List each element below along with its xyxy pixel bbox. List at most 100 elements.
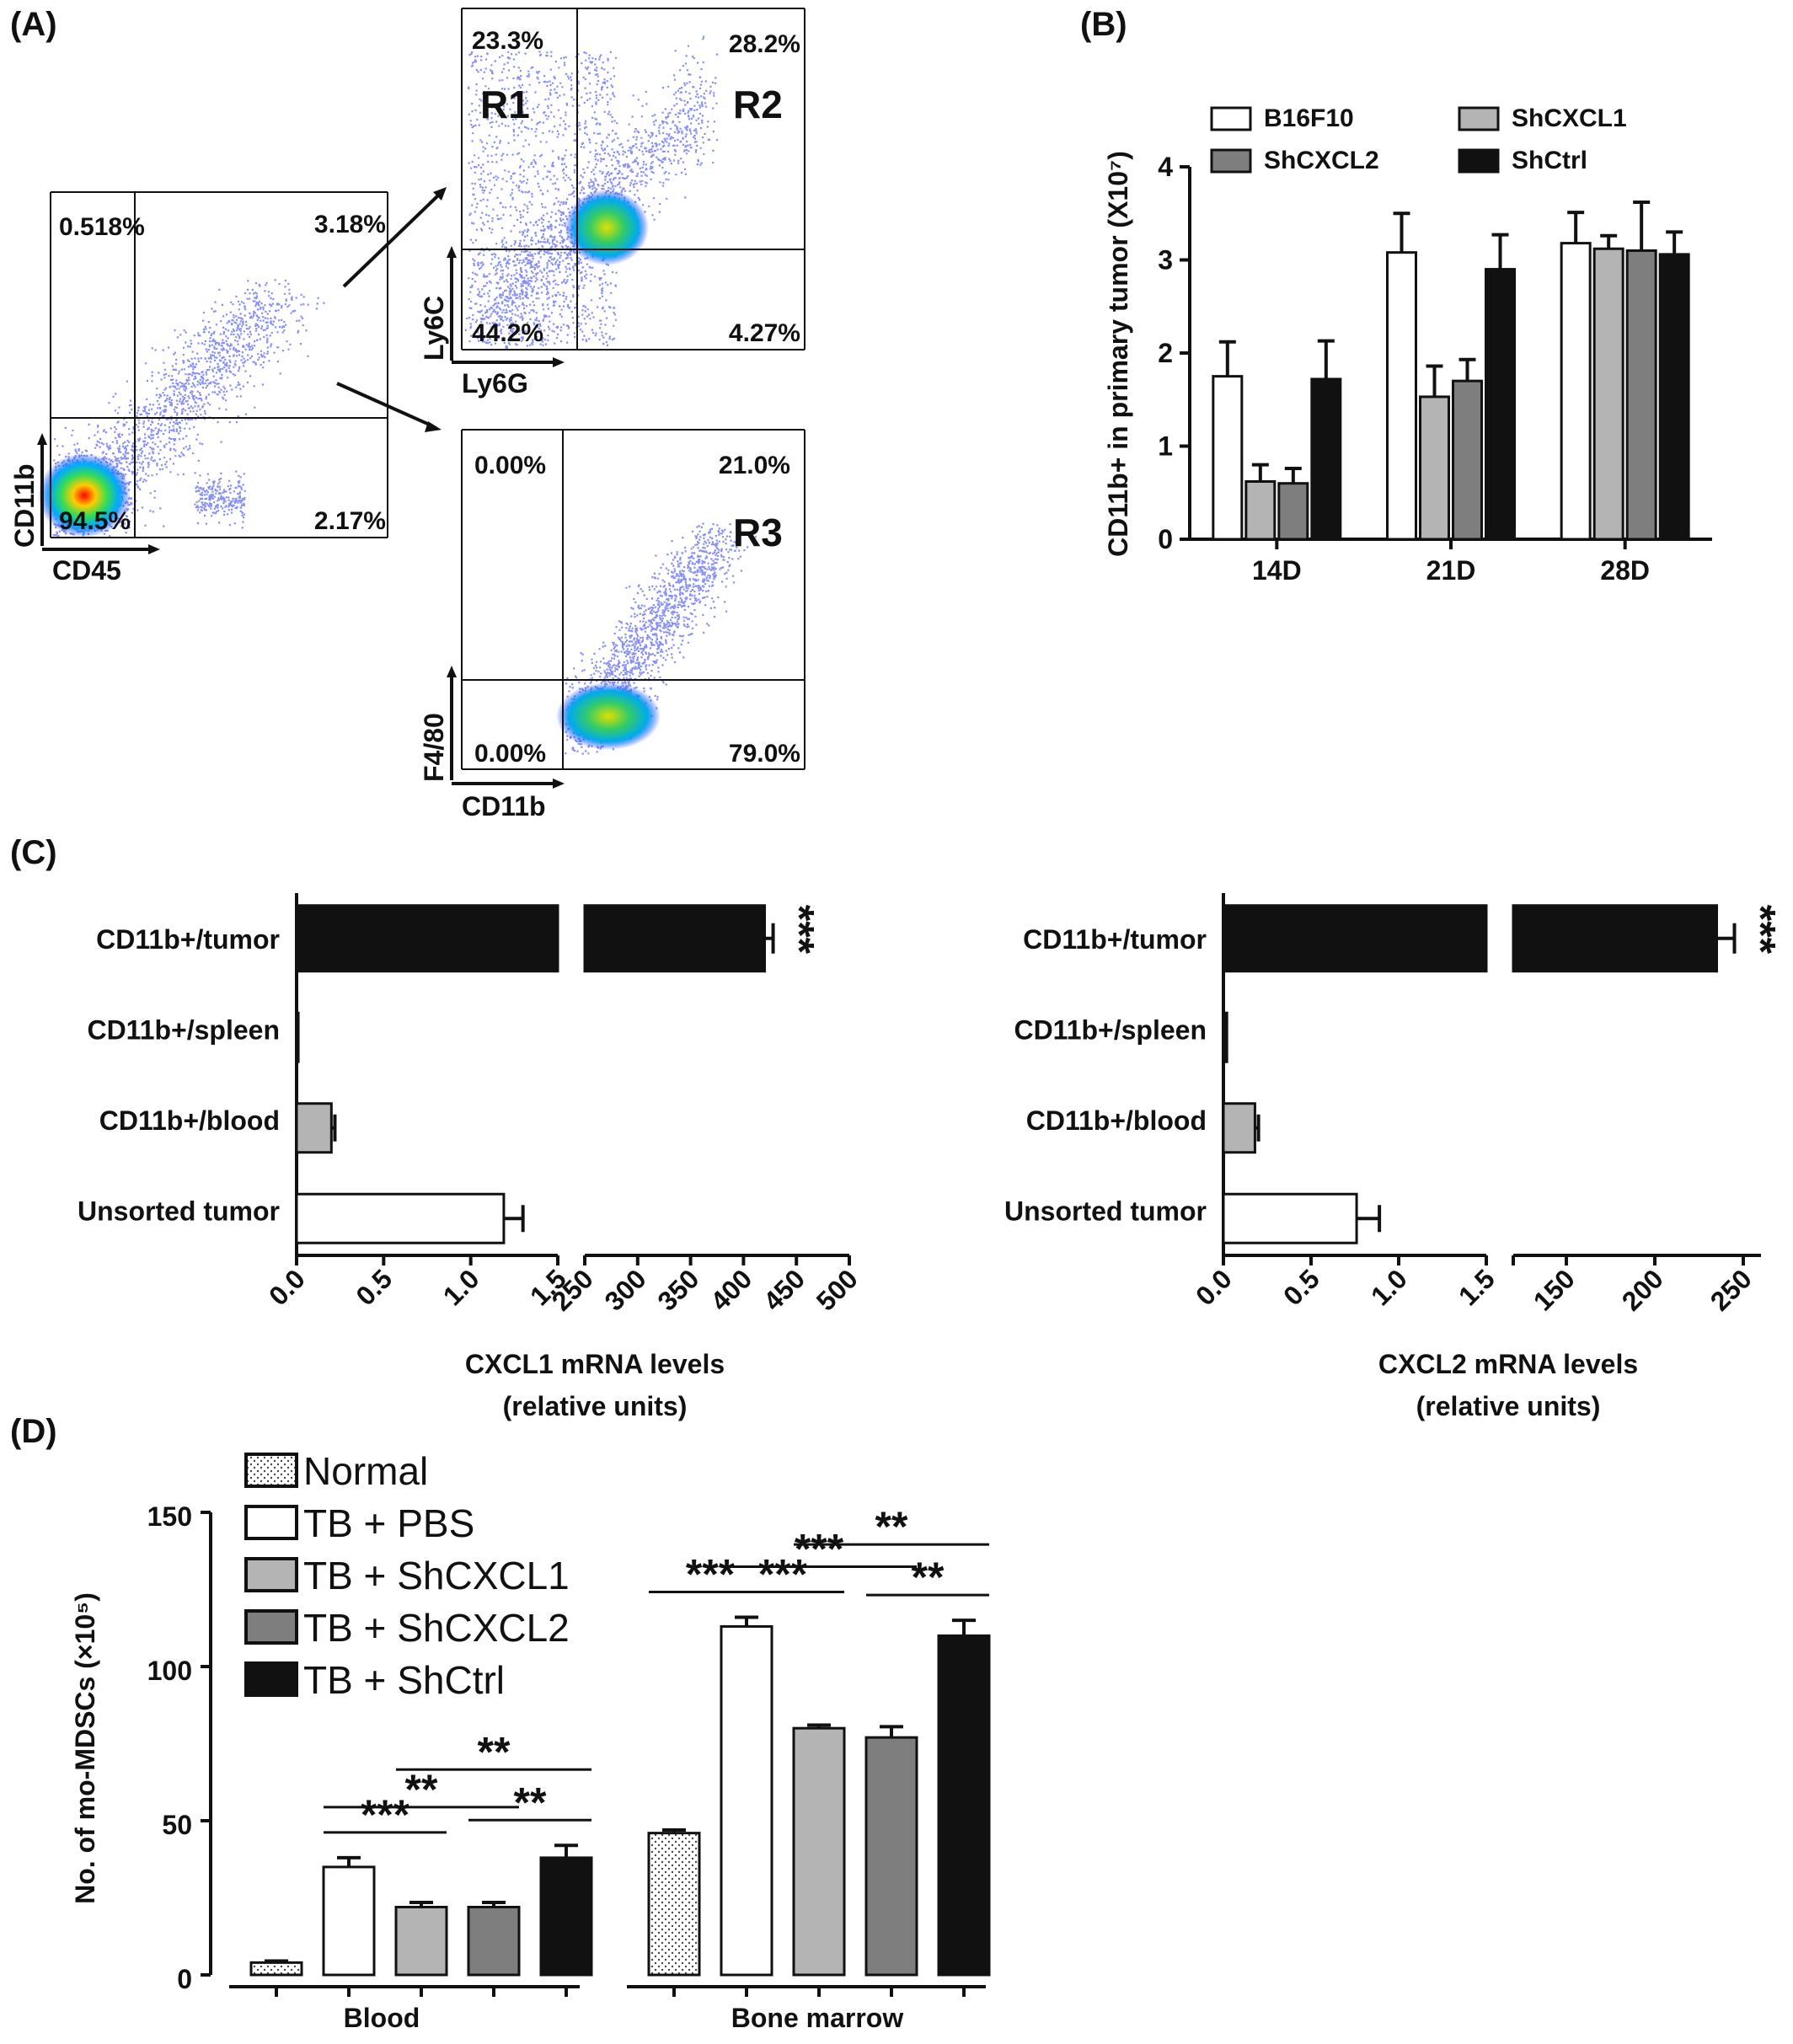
flow-events-f480 <box>565 522 757 755</box>
x-axis-label-cd11b: CD11b <box>462 791 546 821</box>
legend-swatch <box>1210 148 1252 174</box>
category-label: CD11b+/blood <box>99 1105 280 1136</box>
bar-tb-+-pbs <box>720 1624 773 1977</box>
bar-shctrl <box>1658 253 1690 541</box>
x-tick-label: 1.0 <box>1365 1263 1413 1311</box>
x-tick-label: 0.5 <box>1277 1263 1325 1311</box>
legend-label: TB + ShCtrl <box>303 1658 505 1702</box>
quadrant-lr-pct: 4.27% <box>729 319 800 347</box>
quadrant-ul-pct: 23.3% <box>472 27 543 55</box>
chart-d: 0 50 100 150 No. of mo-MDSCs (×10⁵) Blood Bone… <box>70 1449 991 2033</box>
bar-shcxcl2 <box>1277 482 1309 541</box>
legend-swatch <box>1210 106 1252 131</box>
quadrant-ur-pct: 21.0% <box>719 452 790 479</box>
bar-segment-1 <box>295 904 559 973</box>
x-axis-label-cd45: CD45 <box>52 555 121 586</box>
x-axis-label: CXCL1 mRNA levels <box>465 1349 725 1379</box>
x-tick-label: 350 <box>651 1263 704 1316</box>
flow-plot-f480-cd11b: 0.00% 21.0% 0.00% 79.0% R3 F4/80 CD11b <box>419 429 806 821</box>
x-category-label: Bone marrow <box>731 2003 904 2033</box>
bar-tb-+-shctrl <box>539 1856 593 1977</box>
bar <box>1222 1192 1358 1244</box>
quadrant-ll-pct: 44.2% <box>472 319 543 347</box>
y-tick-label: 4 <box>1158 152 1173 182</box>
x-axis-label: CXCL2 mRNA levels <box>1378 1349 1638 1379</box>
legend-label: TB + ShCXCL1 <box>303 1554 570 1597</box>
bar-tb-+-shcxcl2 <box>467 1905 521 1977</box>
panel-a: (A) 0.518% 3.18% 94.5% 2.17% CD11b CD45 <box>9 6 806 821</box>
y-axis-label-f480: F4/80 <box>419 713 449 782</box>
quadrant-lr-pct: 79.0% <box>729 740 800 768</box>
bar-shcxcl2 <box>1625 249 1657 541</box>
legend-swatch <box>1458 106 1500 131</box>
significance-label: ** <box>912 1554 945 1601</box>
y-axis-label-ly6c: Ly6C <box>419 296 449 361</box>
x-tick-label: 28D <box>1600 555 1650 586</box>
flow-plot-cd11b-cd45: 0.518% 3.18% 94.5% 2.17% CD11b CD45 <box>9 191 388 586</box>
panel-b: (B) 0 1 2 3 4 CD11b+ in primary tumor (X10⁷) 1… <box>1080 6 1712 586</box>
x-tick-label: 200 <box>1616 1263 1669 1316</box>
x-tick-label: 0.5 <box>350 1263 398 1311</box>
panel-d-label: (D) <box>10 1413 57 1450</box>
x-tick-label: 500 <box>811 1263 864 1316</box>
y-tick-label: 1 <box>1158 431 1173 462</box>
x-tick-label: 21D <box>1426 555 1476 586</box>
panel-d: (D) 0 50 100 150 No. of mo-MDSCs (×10⁵) Blood… <box>10 1413 991 2033</box>
x-tick-label: 1.5 <box>1453 1263 1501 1311</box>
quadrant-ur-pct: 3.18% <box>314 211 386 238</box>
legend-swatch <box>244 1505 298 1540</box>
significance-label: ** <box>514 1779 547 1826</box>
bar-tb-+-shcxcl1 <box>792 1726 846 1977</box>
x-tick-label: 300 <box>599 1263 652 1316</box>
x-tick-label: 250 <box>1705 1263 1758 1316</box>
y-axis-label: CD11b+ in primary tumor (X10⁷) <box>1103 151 1133 557</box>
x-axis-label-units: (relative units) <box>503 1391 688 1421</box>
quadrant-ul-pct: 0.00% <box>474 452 546 479</box>
arrow-to-f480-icon <box>425 421 442 432</box>
flow-density-hotspot <box>556 682 661 750</box>
bar <box>295 1011 300 1063</box>
significance-label: ** <box>405 1766 438 1813</box>
chart-c-cxcl2: 0.0 0.5 1.0 1.5 150 200 250 CD11b+/tumor *** CD11… <box>1004 893 1785 1421</box>
y-tick-label: 50 <box>162 1810 192 1840</box>
significance-label: *** <box>776 905 823 955</box>
quadrant-ul-pct: 0.518% <box>59 213 145 241</box>
panel-c-label: (C) <box>10 834 57 871</box>
y-axis-label: No. of mo-MDSCs (×10⁵) <box>70 1592 100 1904</box>
bar-shcxcl2 <box>1452 379 1483 541</box>
panel-a-label: (A) <box>10 6 57 43</box>
flow-plot-ly6c-ly6g: 23.3% 28.2% 44.2% 4.27% R1 R2 Ly6C Ly6G <box>419 8 806 399</box>
panel-b-label: (B) <box>1080 6 1127 43</box>
chart-b: 0 1 2 3 4 CD11b+ in primary tumor (X10⁷) 14D 21… <box>1103 104 1712 586</box>
bar-shctrl <box>1485 268 1516 541</box>
y-tick-label: 0 <box>177 1964 192 1994</box>
legend-swatch <box>244 1661 298 1697</box>
y-axis-label-cd11b: CD11b <box>9 463 40 548</box>
legend-label: TB + ShCXCL2 <box>303 1606 570 1650</box>
category-label: CD11b+/tumor <box>96 924 280 955</box>
flow-event-dots <box>565 522 757 755</box>
significance-label: *** <box>795 1525 844 1572</box>
y-tick-label: 0 <box>1158 524 1173 554</box>
x-tick-label: 1.0 <box>437 1263 485 1311</box>
legend-label: TB + PBS <box>303 1501 474 1545</box>
significance-label: *** <box>686 1550 736 1597</box>
bar-shctrl <box>1310 377 1342 541</box>
x-tick-label: 450 <box>757 1263 811 1316</box>
bar-tb-+-shcxcl2 <box>864 1736 918 1977</box>
legend-label: Normal <box>303 1449 428 1493</box>
x-axis-label-ly6g: Ly6G <box>462 368 528 399</box>
x-tick-label: 14D <box>1252 555 1302 586</box>
bar-normal <box>647 1832 701 1977</box>
panel-c: (C) 0.0 0.5 1.0 1.5 250 300 350 400 450 500 CD11b+… <box>10 834 1785 1421</box>
legend-label: B16F10 <box>1264 104 1354 132</box>
category-label: CD11b+/spleen <box>1014 1014 1207 1045</box>
bar-tb-+-shcxcl1 <box>394 1905 448 1977</box>
flow-density-hotspot <box>38 453 131 538</box>
quadrant-lr-pct: 2.17% <box>314 507 386 535</box>
legend-swatch <box>244 1453 298 1488</box>
category-label: Unsorted tumor <box>1004 1196 1207 1226</box>
legend-label: ShCXCL1 <box>1512 104 1627 132</box>
